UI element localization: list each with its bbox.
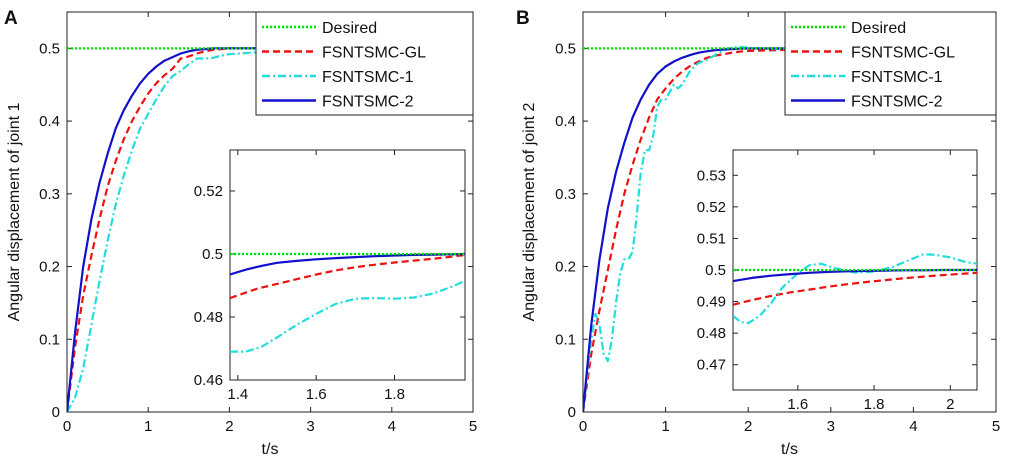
x-tick-label: 2 bbox=[225, 418, 233, 435]
inset-x-tick-label: 2 bbox=[946, 396, 954, 413]
x-tick-label: 2 bbox=[744, 418, 752, 435]
series-line-fsntsmc-1 bbox=[583, 43, 996, 412]
legend-label-fsntsmc-2: FSNTSMC-2 bbox=[851, 94, 943, 111]
inset-y-tick-label: 0.5 bbox=[202, 246, 223, 263]
y-tick-label: 0 bbox=[52, 404, 60, 421]
inset-y-tick-label: 0.52 bbox=[194, 183, 223, 200]
inset-y-tick-label: 0.5 bbox=[705, 262, 726, 279]
inset-x-tick-label: 1.6 bbox=[787, 396, 808, 413]
inset-y-tick-label: 0.51 bbox=[697, 230, 726, 247]
y-tick-label: 0.1 bbox=[555, 331, 576, 348]
y-tick-label: 0.4 bbox=[39, 113, 60, 130]
inset-x-tick-label: 1.6 bbox=[306, 386, 327, 403]
series-line-fsntsmc-gl bbox=[583, 47, 996, 412]
panel-label: B bbox=[516, 8, 530, 29]
inset-x-tick-label: 1.8 bbox=[384, 386, 405, 403]
x-tick-label: 3 bbox=[827, 418, 835, 435]
y-tick-label: 0.1 bbox=[39, 331, 60, 348]
inset-x-tick-label: 1.4 bbox=[227, 386, 248, 403]
chart-panel-b: B 0 1 2 3 4 5 0 0.1 0.2 0.3 0.4 0.5 t/s Angular displa… bbox=[516, 8, 1000, 458]
x-tick-label: 0 bbox=[579, 418, 587, 435]
x-tick-label: 5 bbox=[469, 418, 477, 435]
legend-label-fsntsmc-2: FSNTSMC-2 bbox=[322, 94, 414, 111]
inset-y-tick-label: 0.47 bbox=[697, 357, 726, 374]
y-tick-label: 0.3 bbox=[39, 186, 60, 203]
inset-series-line-fsntsmc-gl bbox=[733, 271, 977, 306]
x-tick-label: 1 bbox=[661, 418, 669, 435]
x-axis-label: t/s bbox=[781, 441, 798, 458]
legend-box bbox=[784, 11, 997, 116]
legend-label-desired: Desired bbox=[851, 20, 906, 37]
x-axis-label: t/s bbox=[262, 441, 279, 458]
y-tick-label: 0.2 bbox=[555, 259, 576, 276]
inset-y-tick-label: 0.48 bbox=[697, 325, 726, 342]
x-tick-label: 1 bbox=[144, 418, 152, 435]
inset-series-line-fsntsmc-1 bbox=[230, 279, 465, 353]
legend-label-fsntsmc-gl: FSNTSMC-GL bbox=[322, 45, 426, 62]
inset-series-line-fsntsmc-1 bbox=[733, 253, 977, 325]
legend-label-fsntsmc-1: FSNTSMC-1 bbox=[851, 69, 943, 86]
x-tick-label: 5 bbox=[992, 418, 1000, 435]
inset-x-tick-label: 1.8 bbox=[864, 396, 885, 413]
legend-box bbox=[255, 11, 474, 116]
inset-chart: 1.6 1.8 2 0.47 0.48 0.49 0.5 0.51 0.52 0.53 bbox=[697, 149, 978, 413]
inset-y-tick-label: 0.48 bbox=[194, 309, 223, 326]
legend-label-fsntsmc-1: FSNTSMC-1 bbox=[322, 69, 414, 86]
y-tick-label: 0.2 bbox=[39, 259, 60, 276]
series-line-fsntsmc-2 bbox=[67, 47, 473, 412]
y-tick-label: 0.4 bbox=[555, 113, 576, 130]
chart-panel-a: A 0 1 2 3 4 5 0 0.1 0.2 0.3 0.4 0.5 t/s Angular displa… bbox=[4, 8, 477, 458]
inset-y-tick-label: 0.53 bbox=[697, 167, 726, 184]
inset-chart: 1.4 1.6 1.8 0.46 0.48 0.5 0.52 bbox=[194, 149, 466, 403]
inset-y-tick-label: 0.46 bbox=[194, 372, 223, 389]
x-tick-label: 0 bbox=[63, 418, 71, 435]
panel-label: A bbox=[4, 8, 18, 29]
x-tick-label: 4 bbox=[388, 418, 396, 435]
inset-y-tick-label: 0.49 bbox=[697, 294, 726, 311]
x-tick-label: 4 bbox=[909, 418, 917, 435]
inset-series-line-fsntsmc-2 bbox=[733, 268, 977, 283]
y-axis-label: Angular displacement of joint 2 bbox=[521, 103, 538, 322]
x-tick-label: 3 bbox=[306, 418, 314, 435]
y-tick-label: 0.3 bbox=[555, 186, 576, 203]
legend-label-fsntsmc-gl: FSNTSMC-GL bbox=[851, 45, 955, 62]
legend-label-desired: Desired bbox=[322, 20, 377, 37]
y-tick-label: 0.5 bbox=[555, 40, 576, 57]
y-tick-label: 0.5 bbox=[39, 40, 60, 57]
y-axis-label: Angular displacement of joint 1 bbox=[6, 103, 23, 322]
inset-series-line-fsntsmc-gl bbox=[230, 253, 465, 300]
y-tick-label: 0 bbox=[568, 404, 576, 421]
inset-y-tick-label: 0.52 bbox=[697, 199, 726, 216]
series-line-fsntsmc-1 bbox=[67, 47, 473, 412]
